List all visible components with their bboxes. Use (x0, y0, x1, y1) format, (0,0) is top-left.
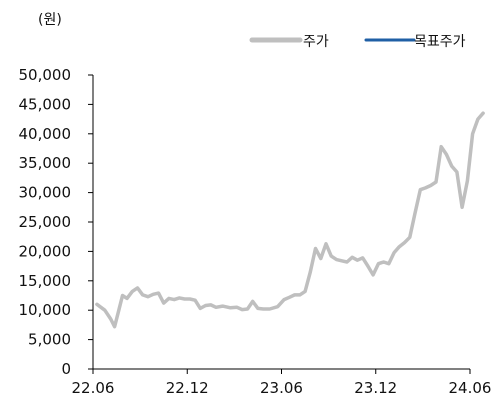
series-line-price (95, 111, 485, 329)
y-tick-label: 5,000 (28, 331, 71, 349)
y-tick-label: 20,000 (19, 242, 72, 260)
legend: 주가 목표주가 (249, 34, 466, 50)
legend-label-target: 목표주가 (414, 34, 466, 50)
y-tick-label: 30,000 (19, 184, 72, 202)
y-axis-ticks: 0 5,000 10,000 15,000 20,000 25,000 30,000 35,0… (19, 66, 93, 378)
y-tick-label: 40,000 (19, 125, 72, 143)
x-axis-ticks: 22.06 22.12 23.06 23.12 24.06 (72, 369, 492, 397)
x-tick-label: 22.12 (166, 379, 209, 397)
x-tick-label: 22.06 (72, 379, 115, 397)
y-tick-label: 10,000 (19, 301, 72, 319)
x-tick-label: 24.06 (449, 379, 492, 397)
y-tick-label: 25,000 (19, 213, 72, 231)
y-tick-label: 15,000 (19, 272, 72, 290)
legend-label-price: 주가 (303, 34, 329, 50)
x-tick-label: 23.06 (260, 379, 303, 397)
unit-label: (원) (38, 12, 62, 28)
y-tick-label: 35,000 (19, 154, 72, 172)
x-tick-label: 23.12 (354, 379, 397, 397)
series-group (95, 111, 485, 329)
y-tick-label: 0 (61, 360, 71, 378)
y-tick-label: 50,000 (19, 66, 72, 84)
y-tick-label: 45,000 (19, 95, 72, 113)
